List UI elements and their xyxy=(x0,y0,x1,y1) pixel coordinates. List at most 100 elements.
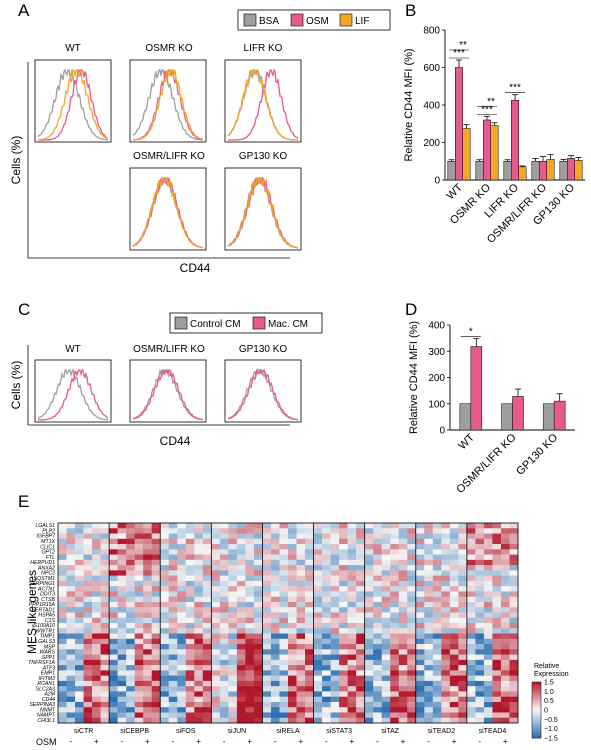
heatmap-cell xyxy=(134,549,144,555)
heatmap-cell xyxy=(415,601,425,608)
heatmap-cell xyxy=(109,570,118,576)
heatmap-cell xyxy=(390,707,400,713)
heatmap-cell xyxy=(296,707,306,713)
heatmap-cell xyxy=(279,654,289,661)
legend-a: BSA OSM LIF xyxy=(237,9,391,31)
heatmap-cell xyxy=(364,680,374,687)
y-tick-label: 0 xyxy=(439,426,445,437)
heatmap-cell xyxy=(168,575,178,582)
colorbar-tick-label: −1.5 xyxy=(544,736,558,743)
heatmap-cell xyxy=(415,549,425,555)
heatmap-cell xyxy=(500,628,510,634)
heatmap-cell xyxy=(305,580,314,587)
heatmap-cell xyxy=(143,680,153,687)
heatmap-cell xyxy=(109,559,118,566)
heatmap-cell xyxy=(219,670,229,676)
heatmap-cell xyxy=(270,717,280,724)
heatmap-cell xyxy=(466,596,476,603)
gene-label: ATF3 xyxy=(42,665,55,671)
heatmap-cell xyxy=(288,633,297,640)
heatmap-cell xyxy=(449,628,459,634)
heatmap-cell xyxy=(424,580,434,587)
heatmap-cell xyxy=(126,570,135,576)
heatmap-cell xyxy=(330,580,340,587)
histogram-curve-bsa xyxy=(132,176,204,249)
histogram-title: OSMR/LIFR KO xyxy=(133,344,205,355)
heatmap-cell xyxy=(109,596,118,603)
heatmap-cell xyxy=(381,523,391,529)
heatmap-cell xyxy=(117,623,127,629)
heatmap-cell xyxy=(441,554,451,561)
heatmap-cell xyxy=(168,659,178,666)
heatmap-cell xyxy=(305,686,314,692)
heatmap-cell xyxy=(339,538,348,545)
heatmap-cell xyxy=(279,696,289,703)
gene-label: NNMT xyxy=(40,707,56,713)
heatmap-cell xyxy=(83,554,93,561)
heatmap-cell xyxy=(143,528,153,534)
heatmap-cell xyxy=(373,565,383,571)
heatmap-cell xyxy=(202,628,212,634)
heatmap-cell xyxy=(109,591,118,597)
heatmap-cell xyxy=(330,617,340,624)
heatmap-cell xyxy=(58,533,67,540)
heatmap-cell xyxy=(160,575,170,582)
heatmap-cell xyxy=(330,607,340,613)
heatmap-cell xyxy=(483,654,493,661)
osm-plus: + xyxy=(503,737,508,746)
heatmap-cell xyxy=(92,670,101,676)
heatmap-cell xyxy=(253,644,263,650)
heatmap-cell xyxy=(143,649,153,655)
heatmap-cell xyxy=(305,628,314,634)
heatmap-cell xyxy=(322,712,331,719)
heatmap-cell xyxy=(356,654,365,661)
heatmap-cell xyxy=(117,659,127,666)
heatmap-cell xyxy=(330,665,340,671)
heatmap-cell xyxy=(407,691,417,697)
heatmap-cell xyxy=(202,649,212,655)
heatmap-cell xyxy=(194,680,204,687)
heatmap-cell xyxy=(253,528,263,534)
heatmap-cell xyxy=(194,670,204,676)
heatmap-cell xyxy=(75,707,84,713)
heatmap-cell xyxy=(58,612,67,619)
heatmap-cell xyxy=(160,680,170,687)
heatmap-cell xyxy=(245,680,255,687)
heatmap-cell xyxy=(262,696,272,703)
heatmap-cell xyxy=(245,701,255,708)
heatmap-cell xyxy=(390,575,400,582)
heatmap-cell xyxy=(356,559,365,566)
heatmap-cell xyxy=(339,586,348,592)
heatmap-cell xyxy=(339,717,348,724)
heatmap-cell xyxy=(432,565,442,571)
heatmap-cell xyxy=(458,633,468,640)
heatmap-cell xyxy=(109,544,118,550)
heatmap-cell xyxy=(245,670,255,676)
heatmap-cell xyxy=(339,654,348,661)
heatmap-cell xyxy=(441,523,451,529)
heatmap-cell xyxy=(151,628,161,634)
heatmap-cell xyxy=(117,533,127,540)
heatmap-cell xyxy=(168,623,178,629)
heatmap-cell xyxy=(296,565,306,571)
heatmap-cell xyxy=(58,680,67,687)
heatmap-cell xyxy=(194,580,204,587)
heatmap-cell xyxy=(194,696,204,703)
heatmap-cell xyxy=(356,638,365,645)
heatmap-cell xyxy=(168,596,178,603)
heatmap-cell xyxy=(160,596,170,603)
histogram-curve-osm xyxy=(132,177,204,249)
heatmap-cell xyxy=(109,707,118,713)
heatmap-cell xyxy=(347,612,357,619)
heatmap-cell xyxy=(500,607,510,613)
heatmap-cell xyxy=(279,596,289,603)
heatmap-cell xyxy=(194,712,204,719)
significance-mark: *** xyxy=(481,104,493,115)
heatmap-cell xyxy=(441,670,451,676)
heatmap-cell xyxy=(458,665,468,671)
heatmap-cell xyxy=(373,675,383,682)
heatmap-cell xyxy=(449,638,459,645)
heatmap-cell xyxy=(185,528,195,534)
heatmap-cell xyxy=(466,523,476,529)
heatmap-cell xyxy=(492,707,502,713)
